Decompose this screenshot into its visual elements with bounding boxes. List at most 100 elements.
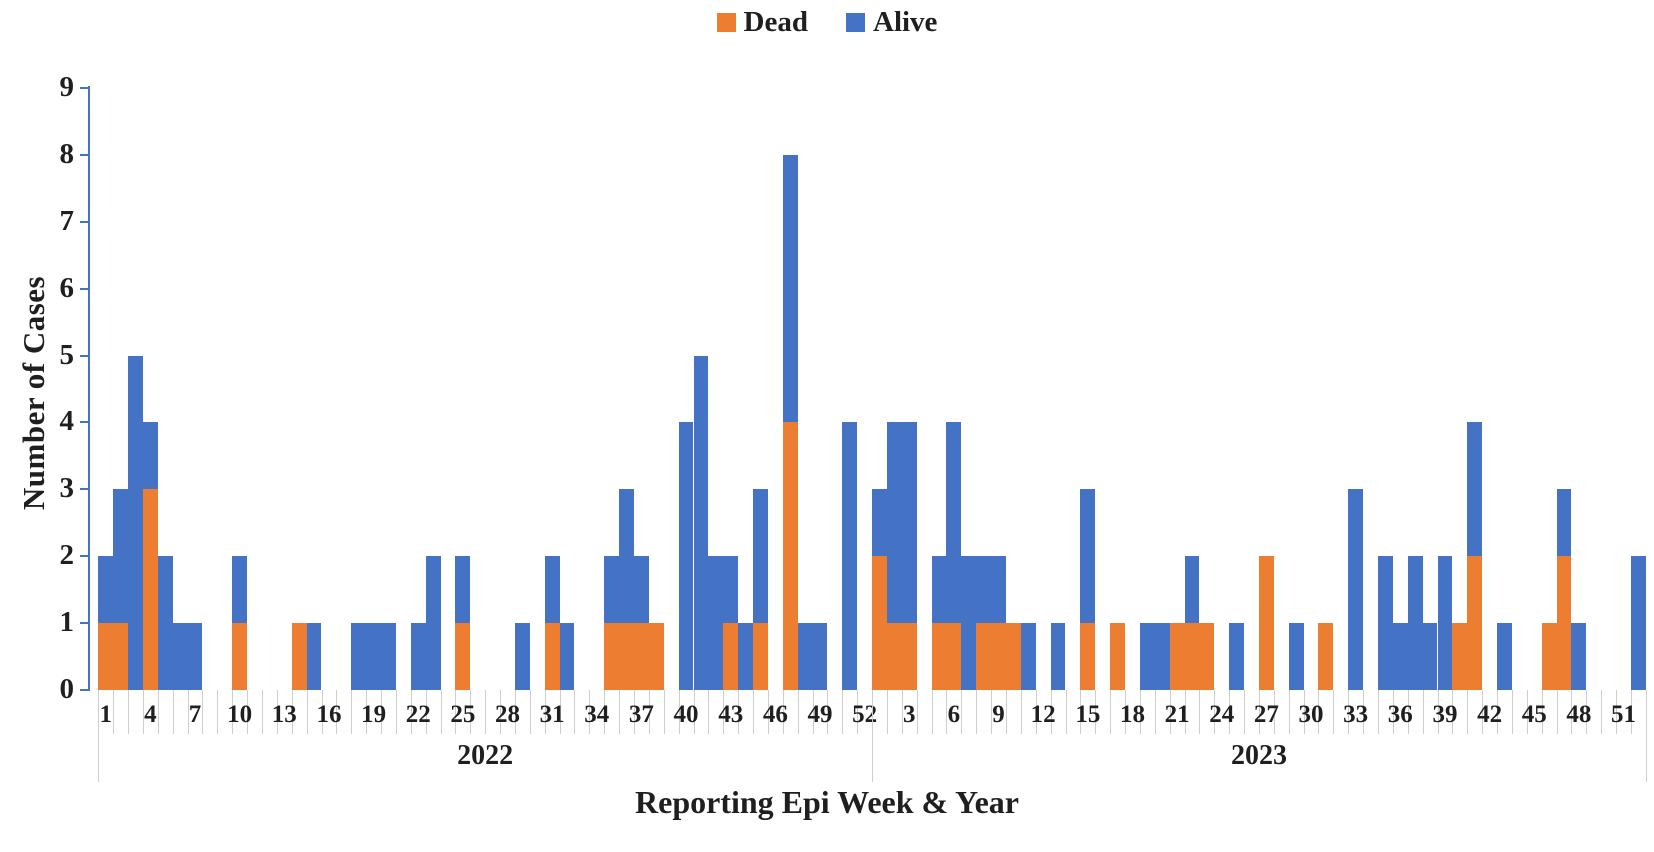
bar-alive-2023-wk41	[1467, 422, 1483, 557]
bar-alive-2023-wk33	[1348, 489, 1364, 690]
x-tick-label-2022-wk31: 31	[539, 701, 565, 728]
x-tick-mark	[931, 690, 933, 734]
x-tick-mark	[1452, 690, 1454, 734]
x-tick-mark	[574, 690, 576, 734]
x-tick-mark	[678, 690, 680, 734]
bar-dead-2023-wk27	[1258, 556, 1274, 690]
x-tick-label-2022-wk25: 25	[450, 701, 476, 728]
bar-alive-2023-wk3	[901, 422, 917, 624]
x-tick-mark	[217, 690, 219, 734]
legend-dead-label: Dead	[743, 6, 808, 38]
bar-alive-2022-wk47	[782, 154, 798, 423]
bar-alive-2022-wk36	[619, 489, 634, 624]
x-tick-mark	[1601, 690, 1603, 734]
x-tick-mark	[1244, 690, 1246, 734]
bar-alive-2022-wk3	[128, 355, 143, 690]
y-tick-mark	[80, 622, 88, 625]
x-tick-mark	[842, 690, 844, 734]
y-tick-mark	[80, 689, 88, 691]
y-tick-mark	[80, 153, 88, 156]
x-tick-mark	[604, 690, 606, 734]
x-tick-mark	[366, 690, 368, 734]
x-tick-mark	[1273, 690, 1275, 734]
bar-dead-2022-wk47	[782, 422, 798, 690]
x-tick-label-2023-wk3: 3	[903, 701, 916, 728]
x-tick-mark	[410, 690, 412, 734]
bar-alive-2023-wk8	[976, 556, 992, 624]
x-tick-mark	[1214, 690, 1216, 734]
x-tick-mark	[455, 690, 457, 734]
y-tick-mark	[80, 555, 88, 558]
alive-color-swatch-icon	[846, 13, 865, 32]
bar-alive-2022-wk31	[544, 556, 560, 624]
x-tick-mark	[1497, 690, 1499, 734]
x-tick-mark	[276, 690, 278, 734]
x-tick-mark	[1392, 690, 1394, 734]
x-tick-mark	[202, 690, 204, 734]
x-tick-label-2022-wk1: 1	[99, 701, 112, 728]
x-tick-label-2022-wk37: 37	[628, 701, 654, 728]
x-tick-mark	[633, 690, 635, 734]
bar-dead-2022-wk25	[455, 623, 471, 690]
x-tick-mark	[1080, 690, 1082, 734]
x-tick-mark	[1407, 690, 1409, 734]
bar-dead-2023-wk23	[1199, 623, 1215, 690]
y-tick-label: 0	[59, 673, 75, 705]
x-tick-label-2022-wk46: 46	[762, 701, 788, 728]
x-tick-mark	[1511, 690, 1513, 734]
x-tick-mark	[753, 690, 755, 734]
x-tick-mark	[1258, 690, 1260, 734]
x-tick-label-2023-wk21: 21	[1164, 701, 1190, 728]
bar-dead-2022-wk35	[604, 623, 620, 690]
x-tick-label-2023-wk18: 18	[1119, 701, 1145, 728]
bar-alive-2022-wk22	[410, 623, 426, 690]
bar-alive-2023-wk25	[1229, 623, 1245, 690]
legend-item-dead: Dead	[716, 6, 808, 39]
x-tick-mark	[172, 690, 174, 734]
bar-alive-2022-wk4	[142, 422, 158, 490]
x-tick-mark	[738, 690, 740, 734]
bar-alive-2022-wk45	[753, 489, 768, 624]
legend: Dead Alive	[0, 6, 1654, 39]
x-tick-label-2022-wk40: 40	[673, 701, 699, 728]
x-tick-mark	[544, 690, 546, 734]
x-tick-label-2023-wk39: 39	[1432, 701, 1458, 728]
bar-alive-2022-wk48	[797, 623, 813, 690]
bar-alive-2022-wk18	[351, 623, 367, 690]
x-tick-mark	[1139, 690, 1141, 734]
bar-alive-2023-wk52	[1630, 556, 1646, 690]
bar-alive-2022-wk49	[812, 623, 828, 690]
x-tick-label-2023-wk30: 30	[1298, 701, 1324, 728]
bar-alive-2022-wk44	[738, 623, 753, 690]
bar-alive-2023-wk11	[1020, 623, 1036, 690]
bar-dead-2022-wk10	[232, 623, 248, 690]
x-tick-label-2023-wk15: 15	[1075, 701, 1101, 728]
x-tick-mark	[500, 690, 502, 734]
year-divider	[98, 690, 100, 782]
x-tick-mark	[425, 690, 427, 734]
bar-alive-2023-wk5	[931, 556, 947, 624]
x-tick-mark	[1616, 690, 1618, 734]
x-tick-mark	[1348, 690, 1350, 734]
x-tick-mark	[1377, 690, 1379, 734]
y-tick-mark	[80, 287, 88, 290]
bar-dead-2023-wk5	[931, 623, 947, 690]
bar-dead-2022-wk43	[723, 623, 739, 690]
y-tick-label: 5	[59, 338, 75, 371]
x-tick-mark	[395, 690, 397, 734]
x-tick-mark	[1095, 690, 1097, 734]
x-tick-mark	[857, 690, 859, 734]
bar-alive-2022-wk51	[842, 422, 858, 690]
x-tick-mark	[1303, 690, 1305, 734]
x-tick-mark	[901, 690, 903, 734]
bar-alive-2023-wk9	[991, 556, 1006, 624]
x-tick-mark	[485, 690, 487, 734]
x-tick-mark	[946, 690, 948, 734]
x-tick-label-2023-wk36: 36	[1387, 701, 1413, 728]
x-tick-mark	[1065, 690, 1067, 734]
bar-alive-2023-wk1	[872, 489, 887, 557]
bar-alive-2022-wk1	[98, 556, 114, 624]
bar-dead-2023-wk21	[1169, 623, 1185, 690]
bar-alive-2022-wk35	[604, 556, 620, 624]
bar-dead-2023-wk46	[1541, 623, 1557, 690]
